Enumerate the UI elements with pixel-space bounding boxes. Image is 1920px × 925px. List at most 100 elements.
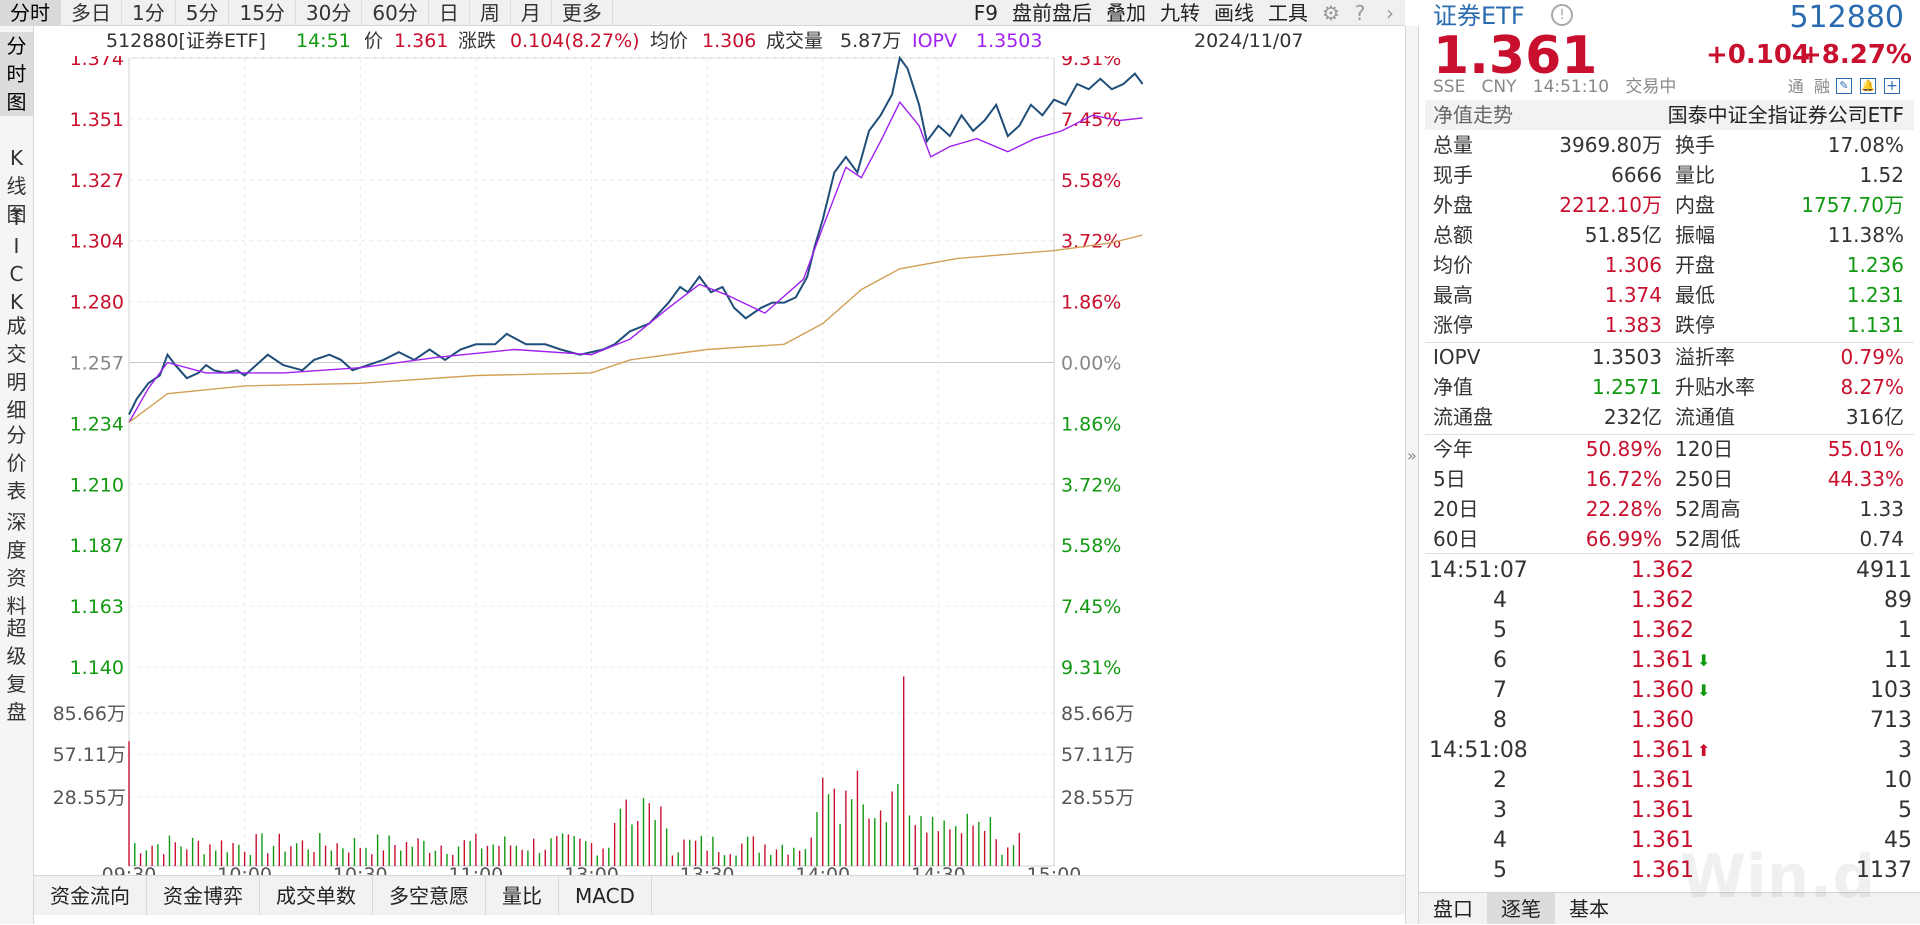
stat-value: 1.306 [1604, 253, 1662, 277]
chevron-right-icon[interactable]: › [1386, 1, 1394, 25]
tool-3[interactable]: 九转 [1160, 1, 1200, 25]
up-arrow-icon: ⬆ [1697, 741, 1711, 760]
stat-label: 60日 [1433, 527, 1479, 551]
stat-label: 最高 [1433, 283, 1473, 307]
alert-bell-icon[interactable]: 🔔 [1860, 78, 1876, 94]
sidebar-tab-depth[interactable]: 深度资料 [0, 508, 33, 620]
stat-row: 最高 1.374 最低 1.231 [1419, 280, 1920, 310]
period-tab[interactable]: 周 [470, 0, 511, 26]
iopv-value: 1.3503 [976, 30, 1043, 52]
indicator-tab[interactable]: 多空意愿 [373, 876, 486, 915]
pct-tick-label: 5.58% [1061, 535, 1121, 557]
sidebar-tab-trades[interactable]: 成交明细 [0, 312, 33, 424]
pct-tick-label: 0.00% [1061, 353, 1121, 375]
stat-row: 均价 1.306 开盘 1.236 [1419, 250, 1920, 280]
stat-label: 流通值 [1675, 405, 1735, 429]
sidebar-char: 交 [6, 342, 27, 366]
sidebar-tab-price-table[interactable]: 分价表 [0, 421, 33, 505]
tick-time: 3 [1493, 798, 1507, 823]
indicator-tab[interactable]: 资金流向 [34, 876, 147, 915]
security-code: 512880 [1789, 0, 1904, 35]
tick-price: 1.361 [1631, 768, 1694, 793]
edit-icon[interactable]: ✎ [1836, 78, 1852, 94]
stat-value: 2212.10万 [1559, 193, 1662, 217]
tick-price: 1.360 [1631, 708, 1694, 733]
panel-collapse-handle[interactable]: » [1405, 26, 1419, 924]
tick-volume: 4911 [1856, 558, 1912, 583]
series-line-2 [128, 234, 1143, 423]
period-tab[interactable]: 多日 [61, 0, 122, 26]
period-tab[interactable]: 更多 [552, 0, 613, 26]
tool-5[interactable]: 工具 [1268, 1, 1308, 25]
stat-value: 22.28% [1585, 497, 1662, 521]
stat-label: 今年 [1433, 437, 1473, 461]
period-tab[interactable]: 60分 [362, 0, 429, 26]
stat-label: 均价 [1433, 253, 1473, 277]
period-tabs: 分时 多日 1分 5分 15分 30分 60分日周月更多 [0, 0, 613, 26]
indicator-tab[interactable]: MACD [559, 876, 652, 915]
info-icon[interactable]: ! [1551, 4, 1573, 26]
nav-row[interactable]: 净值走势 国泰中证全指证券公司ETF [1425, 100, 1914, 130]
divider [1425, 553, 1914, 554]
period-tab[interactable]: 15分 [229, 0, 296, 26]
avg-value: 1.306 [702, 30, 757, 52]
watermark: Win.d [1680, 842, 1876, 912]
tick-volume: 3 [1898, 738, 1912, 763]
period-tab[interactable]: 1分 [122, 0, 176, 26]
intraday-chart[interactable]: 1.374 9.31% 1.351 7.45% 1.327 5.58% 1.304 3.72%… [34, 56, 1405, 875]
stat-row: 外盘 2212.10万 内盘 1757.70万 [1419, 190, 1920, 220]
panel-tab[interactable]: 盘口 [1433, 897, 1473, 921]
stat-label: 250日 [1675, 467, 1734, 491]
sidebar-tab-review[interactable]: 超级复盘 [0, 614, 33, 726]
stat-row: 涨停 1.383 跌停 1.131 [1419, 310, 1920, 340]
period-tab[interactable]: 分时 [0, 0, 61, 26]
price-value: 1.361 [394, 30, 449, 52]
stat-label: 量比 [1675, 163, 1715, 187]
tool-2[interactable]: 叠加 [1106, 1, 1146, 25]
volume-tick-label: 57.11万 [53, 744, 126, 766]
sidebar-tab-timeshare[interactable]: 分时图 [0, 32, 33, 116]
sidebar-char: K [9, 146, 24, 170]
sidebar-char: 深 [6, 510, 27, 534]
indicator-tab[interactable]: 成交单数 [260, 876, 373, 915]
tick-row: 4 1.362 89 [1419, 586, 1920, 616]
quote-time: 14:51 [296, 30, 351, 52]
stat-label: 换手 [1675, 133, 1715, 157]
volume-tick-label: 28.55万 [1061, 787, 1134, 809]
sidebar-char: 时 [6, 62, 27, 86]
period-tab[interactable]: 30分 [296, 0, 363, 26]
gear-icon[interactable]: ⚙ [1322, 1, 1340, 25]
stat-label: IOPV [1433, 345, 1481, 369]
period-tab[interactable]: 5分 [176, 0, 230, 26]
price-tick-label: 1.163 [70, 596, 124, 618]
price-label: 价 [364, 30, 384, 52]
indicator-tab[interactable]: 量比 [486, 876, 559, 915]
tool-0[interactable]: F9 [973, 1, 998, 25]
panel-tab[interactable]: 逐笔 [1487, 893, 1555, 924]
price-tick-label: 1.234 [70, 413, 124, 435]
stat-row: 总量 3969.80万 换手 17.08% [1419, 130, 1920, 160]
price-change-pct: +8.27% [1800, 40, 1912, 70]
tool-4[interactable]: 画线 [1214, 1, 1254, 25]
add-watchlist-icon[interactable]: + [1884, 78, 1900, 94]
period-tab[interactable]: 月 [511, 0, 552, 26]
time-tick-label: 13:00 [564, 864, 619, 875]
quote-clock: 14:51:10 [1532, 77, 1610, 97]
sidebar-char: C [9, 262, 24, 286]
help-icon[interactable]: ? [1354, 1, 1366, 25]
volume-tick-label: 28.55万 [53, 787, 126, 809]
period-tab[interactable]: 日 [429, 0, 470, 26]
tick-row: 5 1.362 1 [1419, 616, 1920, 646]
expand-arrow-icon[interactable]: » [1407, 446, 1417, 465]
indicator-tab[interactable]: 资金博弈 [147, 876, 260, 915]
currency-label: CNY [1481, 77, 1517, 97]
stat-value: 1.374 [1604, 283, 1662, 307]
panel-tab[interactable]: 基本 [1569, 897, 1609, 921]
stat-label: 开盘 [1675, 253, 1715, 277]
tick-price: 1.362 [1631, 588, 1694, 613]
time-tick-label: 13:30 [680, 864, 735, 875]
series-line-1 [128, 100, 1143, 423]
tool-1[interactable]: 盘前盘后 [1012, 1, 1092, 25]
